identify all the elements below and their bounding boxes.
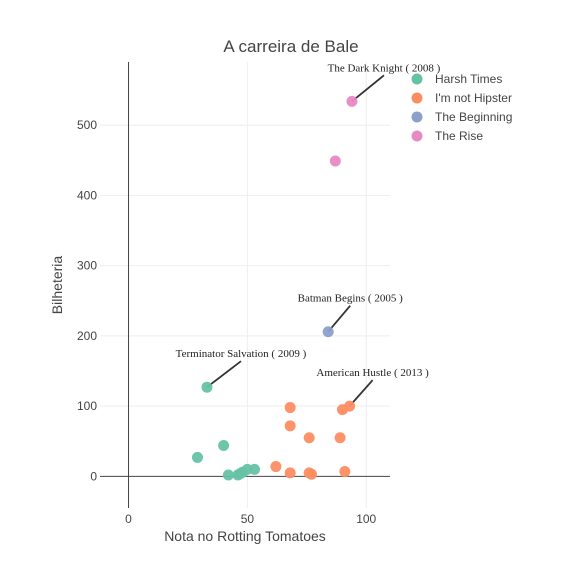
legend-marker[interactable] [411,130,423,142]
data-point[interactable] [191,451,203,463]
legend-marker[interactable] [411,92,423,104]
legend-marker[interactable] [411,111,423,123]
data-point[interactable] [306,468,318,480]
legend-label[interactable]: The Rise [435,129,483,143]
data-point[interactable] [222,469,234,481]
x-tick-label: 100 [356,512,376,526]
data-point[interactable] [201,381,213,393]
data-points [191,95,358,481]
data-point[interactable] [284,402,296,414]
annotations: The Dark Knight ( 2008 ) Batman Begins ( … [176,62,441,407]
x-tick-label: 50 [241,512,255,526]
y-tick-label: 200 [77,329,97,343]
data-point[interactable] [284,467,296,479]
annotation-arrow [206,360,242,388]
data-point[interactable] [339,465,351,477]
tick-labels: 0 50 100 0 100 200 300 400 500 [77,118,377,526]
legend-label[interactable]: The Beginning [435,110,512,124]
data-point[interactable] [270,461,282,473]
data-point[interactable] [284,420,296,432]
x-axis-title: Nota no Rotting Tomatoes [164,528,326,544]
data-point[interactable] [346,95,358,107]
annotation-arrow [327,305,351,333]
y-axis-title: Bilheteria [49,256,65,315]
data-point[interactable] [329,155,341,167]
annotation-arrow [351,74,385,103]
axes [100,62,390,508]
data-point[interactable] [249,463,261,475]
data-point[interactable] [303,432,315,444]
y-tick-label: 0 [90,469,97,483]
data-point[interactable] [344,400,356,412]
data-point[interactable] [322,326,334,338]
chart-title: A carreira de Bale [223,37,358,56]
annotation-arrow [348,379,374,407]
y-tick-label: 100 [77,399,97,413]
annotation-label: American Hustle ( 2013 ) [316,367,429,379]
legend-label[interactable]: I'm not Hipster [435,91,512,105]
legend-label[interactable]: Harsh Times [435,72,502,86]
legend-marker[interactable] [411,73,423,85]
y-tick-label: 500 [77,118,97,132]
x-tick-label: 0 [125,512,132,526]
annotation-label: Terminator Salvation ( 2009 ) [176,348,307,360]
data-point[interactable] [334,432,346,444]
annotation-label: The Dark Knight ( 2008 ) [328,62,441,74]
legend[interactable]: Harsh Times I'm not Hipster The Beginning T… [411,72,513,143]
y-tick-label: 400 [77,188,97,202]
grid-lines [100,62,390,508]
y-tick-label: 300 [77,259,97,273]
annotation-label: Batman Begins ( 2005 ) [298,293,403,305]
data-point[interactable] [218,439,230,451]
